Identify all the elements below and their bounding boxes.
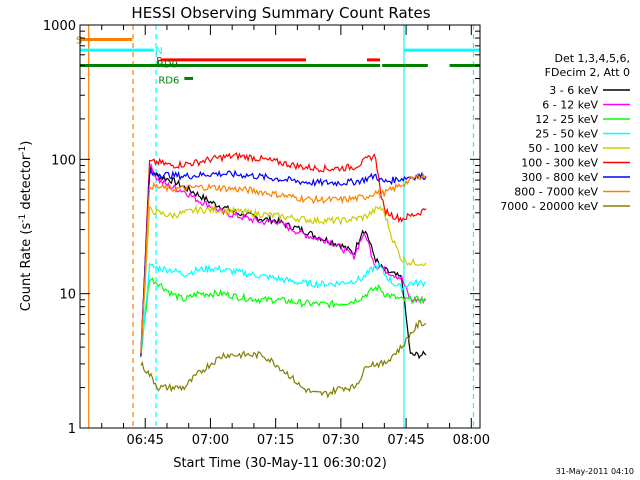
series-line (140, 169, 427, 357)
y-axis-label-sup: -1 (18, 214, 28, 223)
legend-item-label: 25 - 50 keV (535, 128, 598, 141)
plot-frame (79, 24, 481, 429)
flag-label: N (155, 46, 162, 57)
y-axis-label-end: ) (19, 141, 34, 146)
y-tick-label: 1 (68, 422, 76, 437)
legend-item-label: 7000 - 20000 keV (500, 200, 598, 213)
flag-label: RD6 (158, 75, 179, 86)
y-axis-label: Count Rate (s-1 detector-1) (18, 141, 34, 312)
plot-area (80, 25, 480, 428)
legend-header-line-1: Det 1,3,4,5,6, (554, 52, 630, 65)
series-line (140, 262, 427, 353)
flag-label: F (156, 56, 162, 67)
x-tick-label: 06:45 (126, 433, 163, 448)
x-axis: 06:45 07:00 07:15 07:30 07:45 08:00 (79, 25, 490, 448)
x-tick-label: 07:30 (322, 433, 359, 448)
chart-title: HESSI Observing Summary Count Rates (131, 4, 430, 22)
x-axis-label: Start Time (30-May-11 06:30:02) (173, 456, 387, 471)
legend-item-label: 12 - 25 keV (535, 113, 598, 126)
legend-header-line-2: FDecim 2, Att 0 (545, 66, 630, 79)
flag-label: RD9 (157, 59, 178, 70)
y-axis-label-mid: detector (19, 154, 34, 214)
series-line (140, 277, 427, 356)
x-tick-label: 07:45 (387, 433, 424, 448)
series-line (140, 162, 427, 358)
y-tick-label: 10 (59, 288, 76, 303)
flag-markers (88, 25, 475, 428)
series-line (140, 319, 427, 399)
legend-item-label: 50 - 100 keV (528, 142, 598, 155)
legend: Det 1,3,4,5,6, FDecim 2, Att 0 3 - 6 keV… (500, 52, 630, 213)
data-series (140, 152, 427, 399)
y-axis-label-main: Count Rate (s (19, 223, 34, 312)
y-axis-label-sup2: -1 (18, 146, 28, 155)
y-tick-label: 1000 (43, 19, 76, 34)
series-line (140, 173, 427, 354)
timestamp: 31-May-2011 04:10 (556, 467, 634, 476)
flag-label: S (76, 35, 82, 46)
x-tick-label: 07:00 (192, 433, 229, 448)
legend-item-label: 800 - 7000 keV (514, 186, 598, 199)
series-line (140, 152, 427, 353)
legend-item-label: 6 - 12 keV (542, 99, 598, 112)
legend-item-label: 300 - 800 keV (521, 171, 598, 184)
y-tick-label: 100 (51, 153, 76, 168)
x-tick-label: 08:00 (453, 433, 490, 448)
legend-item-label: 3 - 6 keV (549, 84, 598, 97)
series-line (140, 204, 427, 358)
y-axis: 1 10 100 1000 (43, 19, 480, 437)
x-tick-label: 07:15 (257, 433, 294, 448)
legend-item-label: 100 - 300 keV (521, 157, 598, 170)
